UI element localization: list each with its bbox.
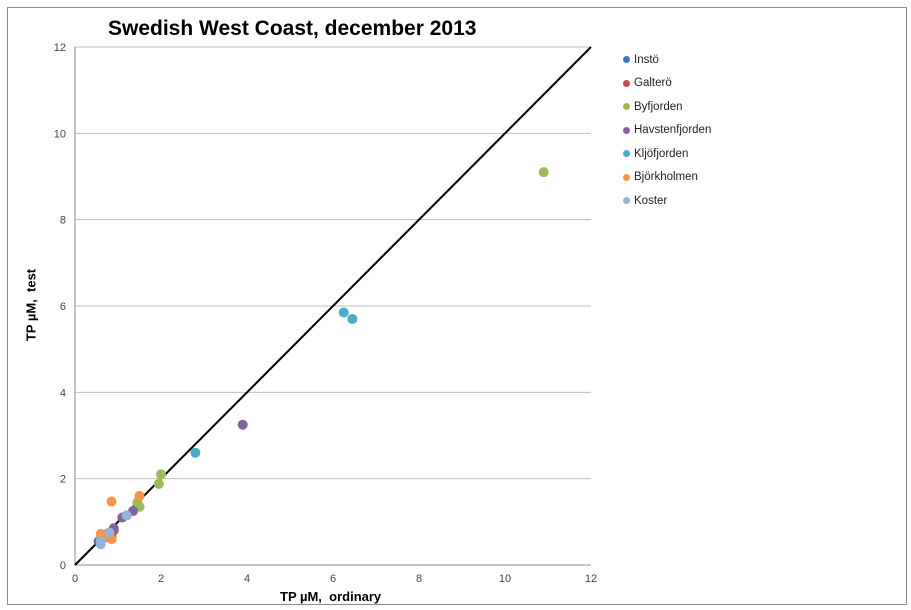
x-axis-label: TP µM, ordinary — [280, 589, 382, 604]
x-tick-label: 2 — [158, 573, 164, 585]
y-tick-label: 0 — [60, 560, 66, 572]
data-point — [156, 469, 166, 480]
data-point — [237, 419, 248, 430]
y-tick-label: 12 — [54, 42, 66, 54]
y-tick-label: 8 — [60, 215, 66, 227]
x-tick-label: 6 — [330, 573, 336, 585]
data-points — [93, 167, 549, 550]
tick-labels: 0 2 4 6 8 10 12 0 2 4 6 8 10 12 — [54, 42, 597, 585]
x-tick-label: 10 — [499, 573, 511, 585]
y-tick-label: 6 — [60, 301, 66, 313]
data-point — [121, 510, 132, 521]
axes — [74, 47, 591, 566]
y-tick-label: 10 — [54, 128, 66, 140]
y-tick-label: 4 — [60, 387, 66, 399]
data-point — [134, 490, 145, 501]
data-point — [190, 447, 201, 458]
grid-lines — [75, 46, 591, 480]
y-axis-label: TP µM, test — [23, 268, 39, 342]
legend-marker-icon — [623, 103, 630, 111]
legend-item: Koster — [623, 189, 711, 213]
legend-label: Galterö — [634, 77, 672, 90]
legend-label: Havstenfjorden — [634, 124, 712, 137]
data-point — [338, 307, 349, 318]
legend-item: Byfjorden — [623, 95, 711, 119]
legend-label: Instö — [634, 53, 659, 66]
x-tick-label: 8 — [416, 573, 422, 585]
legend-label: Koster — [634, 194, 668, 207]
legend-marker-icon — [623, 56, 630, 64]
data-point — [347, 313, 358, 324]
y-tick-label: 2 — [60, 474, 66, 486]
legend-item: Instö — [623, 48, 711, 72]
legend-marker-icon — [623, 197, 630, 205]
data-point — [538, 167, 549, 178]
chart-legend: Instö Galterö Byfjorden Havstenfjorden Kljöf… — [623, 48, 711, 213]
data-point — [104, 527, 115, 538]
data-point — [95, 536, 106, 547]
data-point — [153, 478, 164, 489]
legend-marker-icon — [623, 150, 630, 158]
legend-marker-icon — [623, 173, 630, 181]
data-point — [106, 496, 117, 507]
chart-title: Swedish West Coast, december 2013 — [108, 17, 477, 40]
x-tick-label: 4 — [244, 573, 250, 585]
legend-item: Havstenfjorden — [623, 119, 711, 143]
legend-marker-icon — [623, 126, 630, 134]
legend-marker-icon — [623, 79, 630, 87]
legend-item: Kljöfjorden — [623, 142, 711, 166]
legend-item: Galterö — [623, 72, 711, 96]
legend-item: Björkholmen — [623, 166, 711, 190]
x-tick-label: 12 — [585, 573, 597, 585]
x-tick-label: 0 — [72, 573, 78, 585]
legend-label: Kljöfjorden — [634, 147, 689, 160]
legend-label: Björkholmen — [634, 171, 698, 184]
legend-label: Byfjorden — [634, 100, 683, 113]
